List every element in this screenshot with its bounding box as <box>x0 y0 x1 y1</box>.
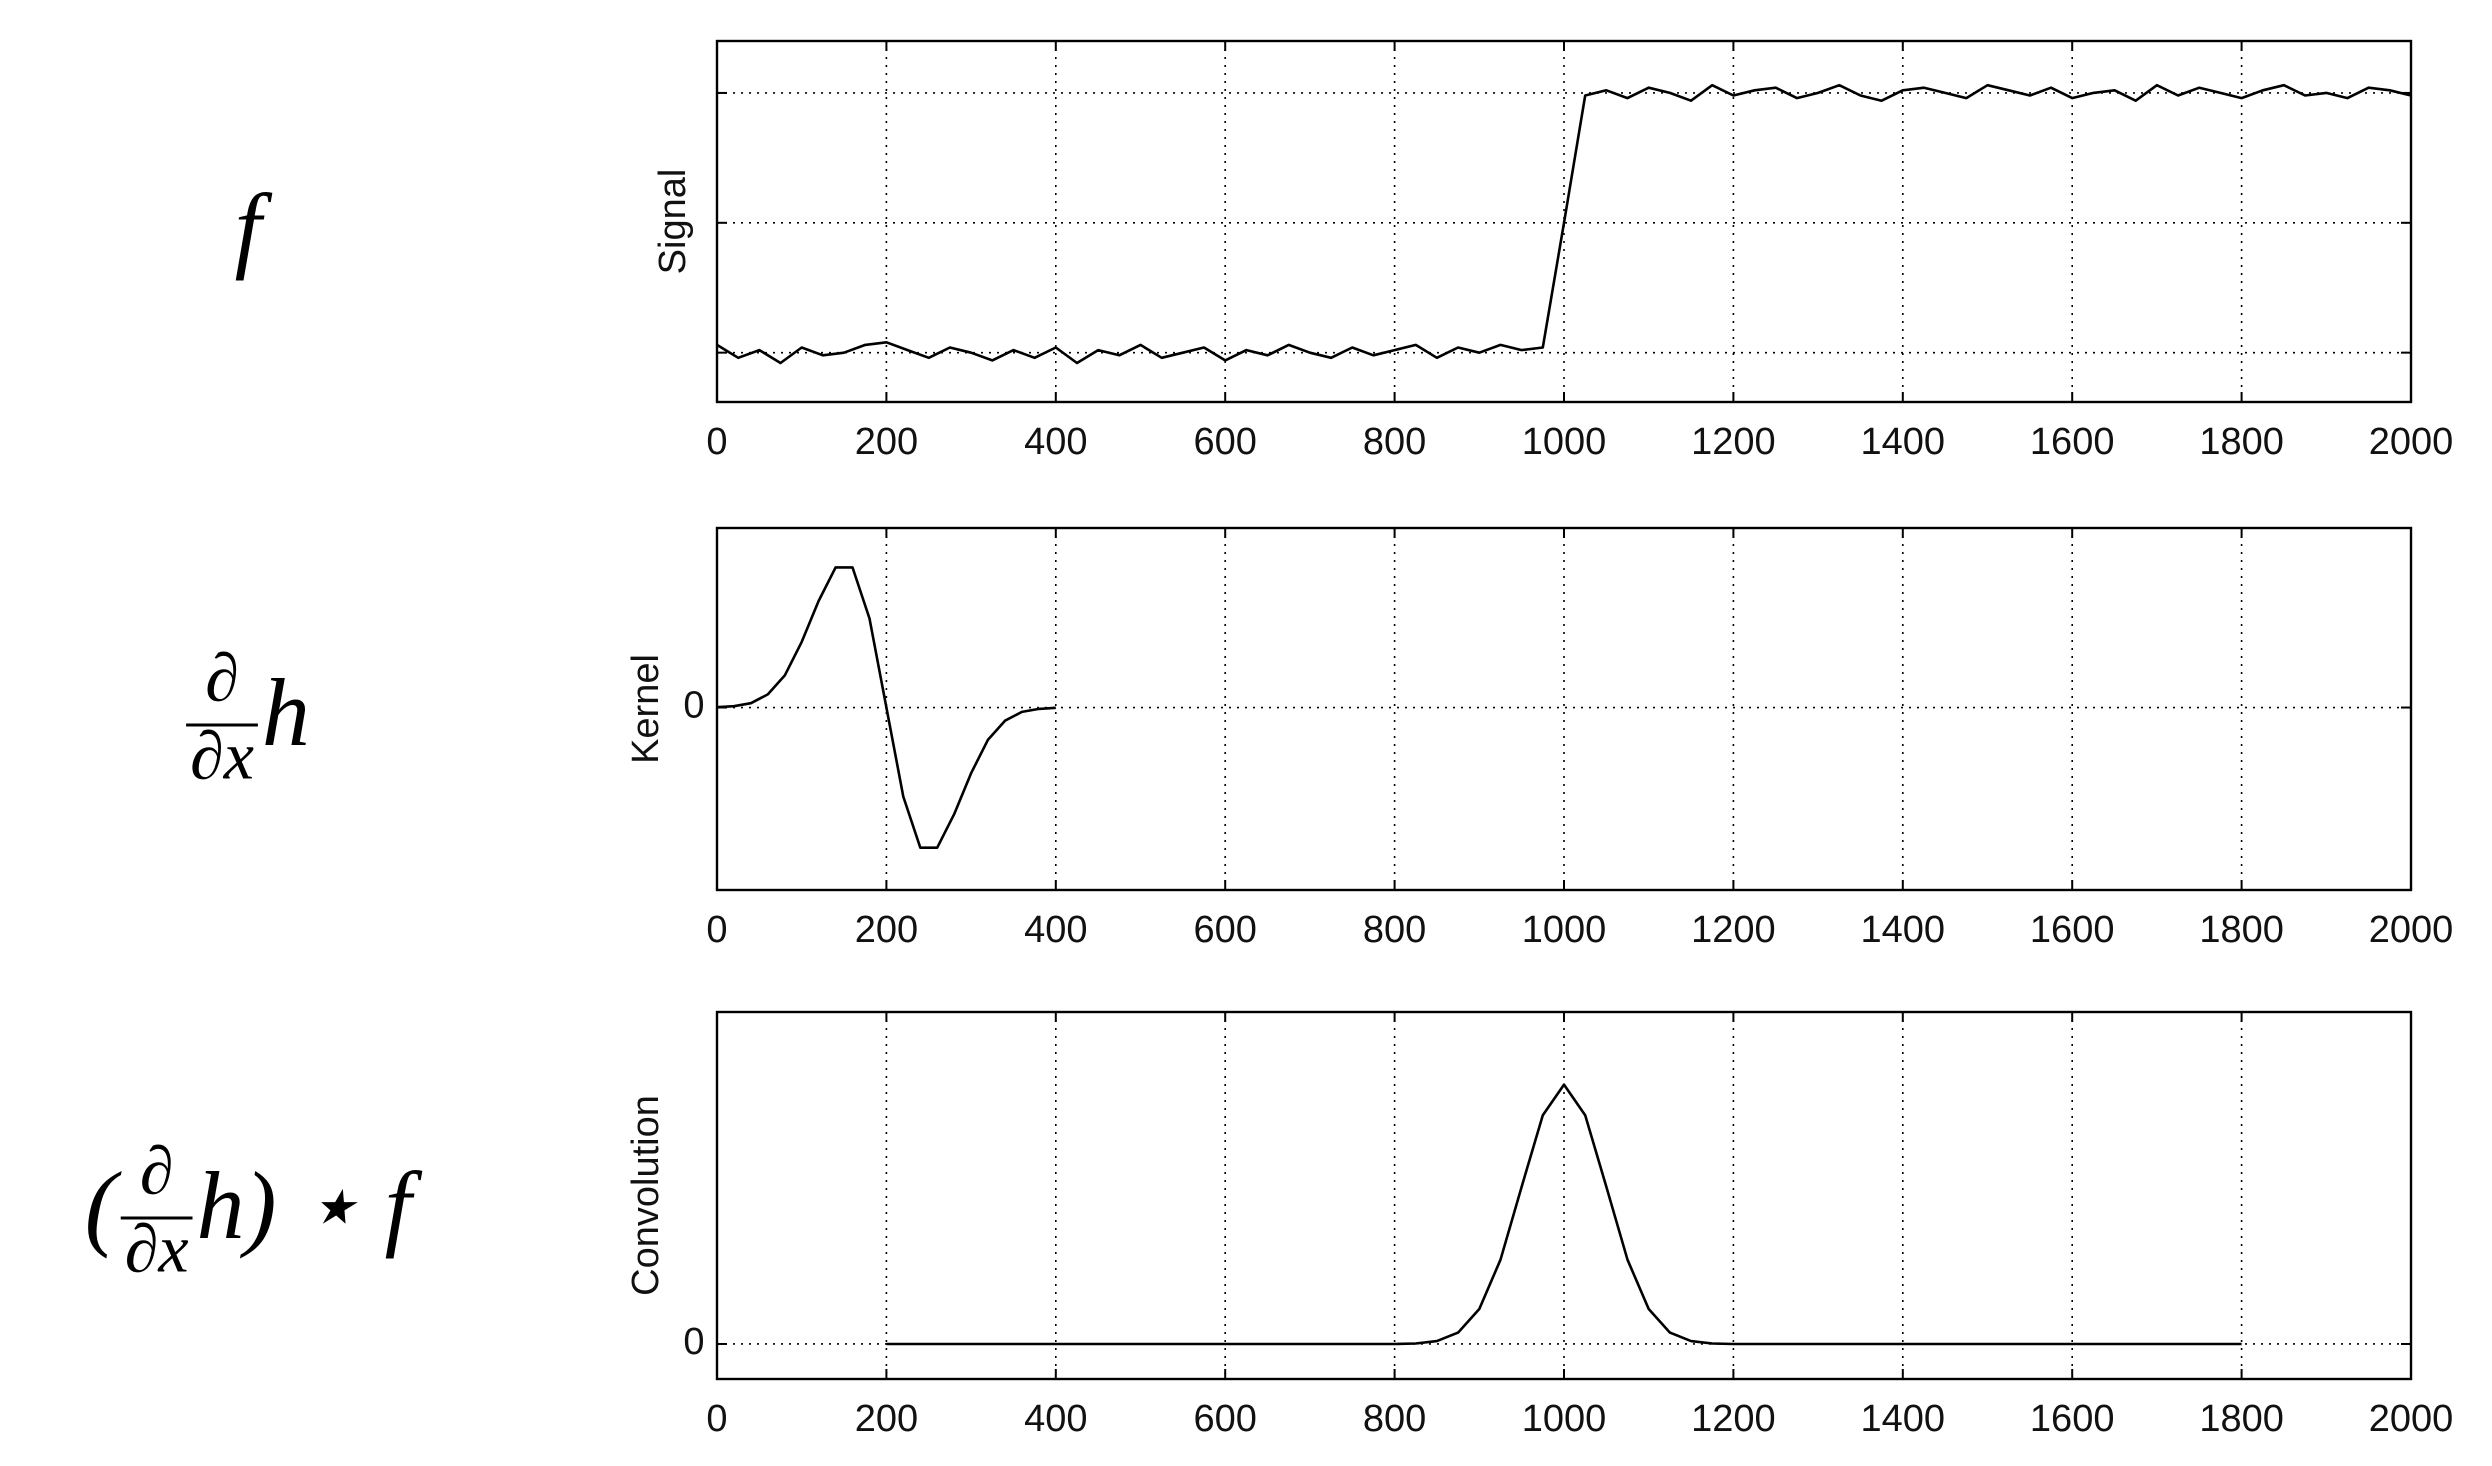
x-tick-label: 1400 <box>1861 909 1946 951</box>
math-text: f <box>235 174 273 281</box>
x-tick-label: 400 <box>1024 1398 1087 1440</box>
x-tick-label: 0 <box>706 909 727 951</box>
x-tick-label: 400 <box>1024 909 1087 951</box>
math-denominator: ∂x <box>190 718 254 794</box>
x-tick-label: 600 <box>1193 421 1256 463</box>
axes-frame <box>715 39 2413 404</box>
data-line <box>716 566 1056 850</box>
data-line <box>716 83 2412 365</box>
x-tick-label: 2000 <box>2369 1398 2454 1440</box>
math-label: ∂∂x h <box>186 640 310 794</box>
math-text: ( <box>85 1152 122 1259</box>
x-tick-label: 800 <box>1363 1398 1426 1440</box>
x-tick-label: 1400 <box>1861 421 1946 463</box>
math-numerator: ∂ <box>205 640 239 716</box>
x-tick-label: 1200 <box>1691 421 1776 463</box>
math-denominator: ∂x <box>125 1211 189 1287</box>
x-tick-label: 600 <box>1193 909 1256 951</box>
axes-frame <box>715 526 2413 892</box>
x-tick-label: 600 <box>1193 1398 1256 1440</box>
x-tick-label: 1800 <box>2199 1398 2284 1440</box>
y-axis-label: Signal <box>652 169 694 275</box>
x-tick-label: 1600 <box>2030 1398 2115 1440</box>
math-label: f <box>235 174 273 281</box>
x-tick-label: 1600 <box>2030 421 2115 463</box>
math-label: (∂∂x h) ⋆ f <box>85 1133 423 1287</box>
x-tick-label: 1000 <box>1522 1398 1607 1440</box>
x-tick-label: 1000 <box>1522 909 1607 951</box>
x-tick-label: 200 <box>855 1398 918 1440</box>
x-tick-label: 1400 <box>1861 1398 1946 1440</box>
math-text: h) ⋆ f <box>197 1152 423 1259</box>
x-tick-label: 1600 <box>2030 909 2115 951</box>
x-tick-label: 200 <box>855 909 918 951</box>
y-axis-label: Convolution <box>625 1095 667 1296</box>
y-tick-label: 0 <box>683 685 704 727</box>
x-tick-label: 800 <box>1363 909 1426 951</box>
x-tick-label: 1000 <box>1522 421 1607 463</box>
x-tick-label: 400 <box>1024 421 1087 463</box>
x-tick-label: 0 <box>706 421 727 463</box>
x-tick-label: 1200 <box>1691 1398 1776 1440</box>
data-line <box>886 1083 2242 1346</box>
math-numerator: ∂ <box>140 1133 174 1209</box>
axes-frame <box>715 1010 2413 1381</box>
x-tick-label: 2000 <box>2369 909 2454 951</box>
x-tick-label: 1800 <box>2199 421 2284 463</box>
x-tick-label: 1800 <box>2199 909 2284 951</box>
x-tick-label: 0 <box>706 1398 727 1440</box>
x-tick-label: 2000 <box>2369 421 2454 463</box>
x-tick-label: 800 <box>1363 421 1426 463</box>
x-tick-label: 200 <box>855 421 918 463</box>
subplot: 0 200 400 600 800 1000 1200 1400 1600 1800 2000 0 Co… <box>85 1010 2454 1440</box>
subplot: 0 200 400 600 800 1000 1200 1400 1600 1800 2000 0 Ke… <box>186 526 2454 951</box>
x-tick-label: 1200 <box>1691 909 1776 951</box>
y-axis-label: Kernel <box>625 654 667 764</box>
math-text: h <box>262 659 310 766</box>
subplot: 0 200 400 600 800 1000 1200 1400 1600 1800 2000 Sig… <box>235 39 2454 463</box>
y-tick-label: 0 <box>683 1321 704 1363</box>
